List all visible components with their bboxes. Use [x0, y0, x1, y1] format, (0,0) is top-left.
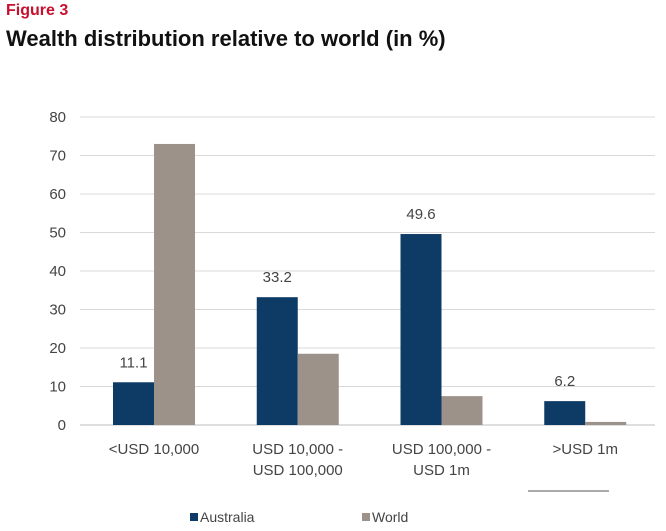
x-tick-label: <USD 10,000: [109, 441, 199, 458]
y-tick-label: 0: [58, 417, 66, 434]
figure-label: Figure 3: [6, 2, 69, 19]
bar-world: [585, 421, 627, 425]
y-tick-label: 70: [49, 148, 66, 165]
data-label: 11.1: [119, 354, 147, 371]
bar-world: [297, 353, 339, 425]
x-tick-label: USD 10,000 -: [252, 441, 343, 458]
legend-swatch: [362, 513, 370, 521]
legend-label: World: [372, 509, 408, 525]
bar-australia: [113, 382, 154, 425]
y-tick-label: 40: [49, 263, 66, 280]
x-tick-label: USD 100,000: [253, 462, 343, 479]
bar-world: [154, 143, 195, 425]
y-tick-label: 10: [49, 379, 66, 396]
y-tick-label: 30: [49, 302, 66, 319]
x-tick-label: >USD 1m: [553, 441, 618, 458]
bar-world: [441, 396, 483, 425]
data-label: 49.6: [406, 206, 435, 223]
y-tick-label: 60: [49, 186, 66, 203]
bar-australia: [544, 401, 586, 425]
y-tick-label: 80: [49, 109, 66, 126]
chart-title: Wealth distribution relative to world (i…: [6, 26, 446, 51]
data-label: 33.2: [263, 269, 292, 286]
y-tick-label: 20: [49, 340, 66, 357]
legend-label: Australia: [200, 509, 255, 525]
x-tick-label: USD 1m: [413, 462, 470, 479]
data-label: 6.2: [554, 373, 575, 390]
x-tick-label: USD 100,000 -: [392, 441, 491, 458]
y-tick-label: 50: [49, 225, 66, 242]
legend-swatch: [190, 513, 198, 521]
bar-australia: [256, 297, 298, 425]
bar-australia: [400, 234, 442, 425]
